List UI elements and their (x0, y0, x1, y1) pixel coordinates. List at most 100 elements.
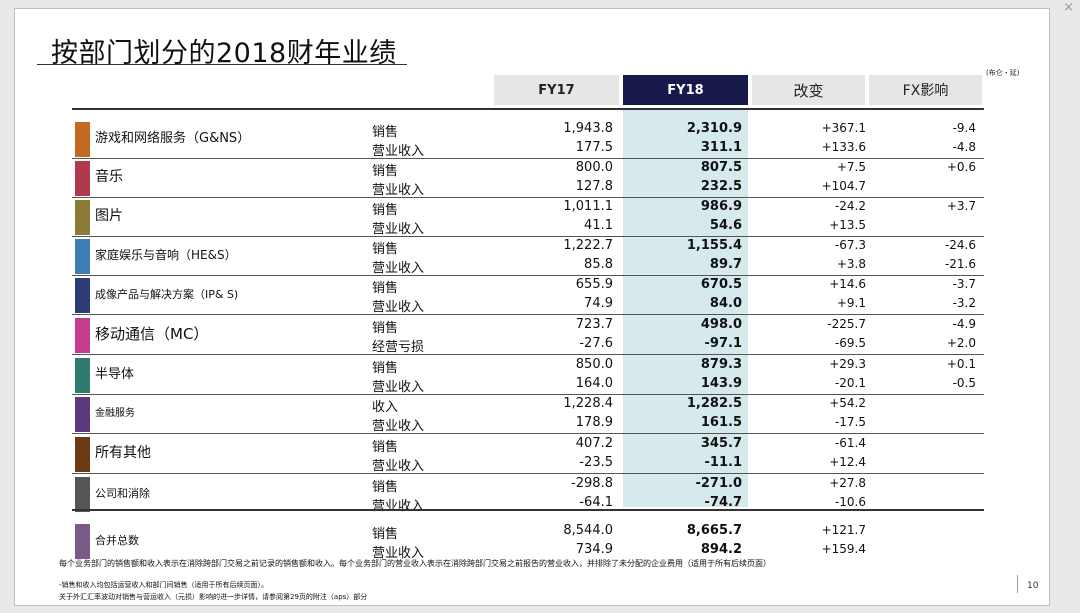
fy18-value: -74.7 (704, 495, 742, 510)
table-row: 家庭娱乐与音响（HE&S） 销售 营业收入 1,222.7 85.8 1,155.4 89.… (72, 237, 984, 276)
fy18-value: 143.9 (700, 376, 742, 391)
close-icon[interactable]: × (1063, 0, 1074, 15)
footnote-3: 关于外汇汇率波动对销售与营运收入（元损）影响的进一步详情，请参阅第29页的附注（… (59, 593, 368, 601)
fy17-value: 8,544.0 (563, 523, 613, 538)
table-row: 半导体 销售 营业收入 850.0 164.0 879.3 143.9 +29.3 -20.1 +… (72, 356, 984, 395)
page-title: 按部门划分的2018财年业绩 (51, 38, 397, 69)
fy17-value: 74.9 (584, 296, 613, 311)
fy18-value: 8,665.7 (686, 523, 742, 538)
metric-label: 销售 (372, 361, 399, 376)
metric-label: 营业收入 (372, 459, 425, 474)
fy17-value: -23.5 (579, 455, 613, 470)
metric-label: 销售 (372, 281, 399, 296)
fx-value: +0.6 (946, 160, 976, 174)
fy18-value: 1,282.5 (686, 396, 742, 411)
metric-label: 营业收入 (372, 222, 425, 237)
fx-value: +2.0 (946, 336, 976, 350)
fy17-value: 127.8 (575, 179, 613, 194)
fx-value: +3.7 (946, 199, 976, 213)
change-value: +104.7 (821, 179, 866, 193)
footnote-2: -销售和收入均包括运营收入和部门间销售（适用于所有后续页面）。 (59, 581, 269, 589)
title-underline (37, 64, 407, 65)
segment-name: 移动通信（MC） (95, 325, 209, 343)
segment-color-swatch (75, 200, 90, 235)
change-value: -67.3 (834, 238, 866, 252)
segment-color-swatch (75, 278, 90, 313)
change-value: +133.6 (821, 140, 866, 154)
segment-name: 音乐 (95, 169, 123, 185)
segment-name: 金融服务 (95, 408, 135, 419)
fy17-value: -64.1 (579, 495, 613, 510)
metric-label: 经营亏损 (372, 340, 425, 355)
column-header-fy18: FY18 (623, 75, 748, 105)
row-rule (72, 433, 984, 434)
metric-label: 销售 (372, 321, 399, 336)
row-rule (72, 314, 984, 315)
metric-label: 营业收入 (372, 261, 425, 276)
fy17-value: 1,011.1 (563, 199, 613, 214)
change-value: -225.7 (827, 317, 866, 331)
fy18-value: 345.7 (700, 436, 742, 451)
metric-label: 销售 (372, 440, 399, 455)
fy17-value: -298.8 (571, 476, 613, 491)
change-value: +159.4 (821, 542, 866, 556)
column-header-fy17: FY17 (494, 75, 619, 105)
metric-label: 营业收入 (372, 499, 425, 514)
row-rule (72, 473, 984, 474)
metric-label: 营业收入 (372, 144, 425, 159)
change-value: -17.5 (834, 415, 866, 429)
change-value: -10.6 (834, 495, 866, 509)
fy18-value: 670.5 (700, 277, 742, 292)
table-row: 金融服务 收入 营业收入 1,228.4 178.9 1,282.5 161.5 +54.2 -… (72, 395, 984, 434)
fx-value: -3.7 (952, 277, 976, 291)
table-row: 所有其他 销售 营业收入 407.2 -23.5 345.7 -11.1 -61.4 +12.4 (72, 435, 984, 474)
slide: 按部门划分的2018财年业绩 (布仑・延) FY17 FY18 改变 FX影响 … (14, 8, 1050, 606)
fy17-value: 1,943.8 (563, 121, 613, 136)
fx-value: -4.9 (952, 317, 976, 331)
metric-label: 销售 (372, 164, 399, 179)
fy17-value: 85.8 (584, 257, 613, 272)
metric-label: 销售 (372, 527, 399, 542)
fy18-value: 807.5 (700, 160, 742, 175)
fy17-value: 800.0 (575, 160, 613, 175)
fy18-value: 54.6 (709, 218, 742, 233)
row-rule (72, 236, 984, 237)
fy18-value: 879.3 (700, 357, 742, 372)
fy17-value: 407.2 (575, 436, 613, 451)
row-rule (72, 354, 984, 355)
change-value: -61.4 (834, 436, 866, 450)
segment-color-swatch (75, 477, 90, 512)
segment-name: 成像产品与解决方案（IP& S) (95, 288, 239, 301)
change-value: +3.8 (836, 257, 866, 271)
fy18-value: 232.5 (700, 179, 742, 194)
change-value: +54.2 (829, 396, 866, 410)
segment-name: 所有其他 (95, 445, 151, 461)
footnote-1: 每个业务部门的销售额和收入表示在消除跨部门交易之前记录的销售额和收入。每个业务部… (59, 559, 771, 568)
fy17-value: -27.6 (579, 336, 613, 351)
page-number-divider (1017, 575, 1018, 593)
segment-color-swatch (75, 318, 90, 353)
column-header-change: 改变 (752, 75, 865, 105)
fy17-value: 164.0 (575, 376, 613, 391)
fy18-value: -11.1 (704, 455, 742, 470)
table-row: 游戏和网络服务（G&NS） 销售 营业收入 1,943.8 177.5 2,310.9 31… (72, 120, 984, 159)
fy18-value: 2,310.9 (686, 121, 742, 136)
fy18-value: 311.1 (700, 140, 742, 155)
fy17-value: 177.5 (575, 140, 613, 155)
segment-color-swatch (75, 397, 90, 432)
fx-value: -24.6 (944, 238, 976, 252)
change-value: +13.5 (829, 218, 866, 232)
segment-color-swatch (75, 437, 90, 472)
metric-label: 营业收入 (372, 183, 425, 198)
change-value: +7.5 (836, 160, 866, 174)
row-rule (72, 158, 984, 159)
metric-label: 营业收入 (372, 419, 425, 434)
segment-color-swatch (75, 524, 90, 559)
fy17-value: 41.1 (584, 218, 613, 233)
fx-value: -0.5 (952, 376, 976, 390)
row-rule (72, 197, 984, 198)
row-rule (72, 275, 984, 276)
table-row: 合并总数 销售 营业收入 8,544.0 734.9 8,665.7 894.2 +121.7… (72, 522, 984, 561)
fx-value: -9.4 (952, 121, 976, 135)
metric-label: 营业收入 (372, 546, 425, 561)
